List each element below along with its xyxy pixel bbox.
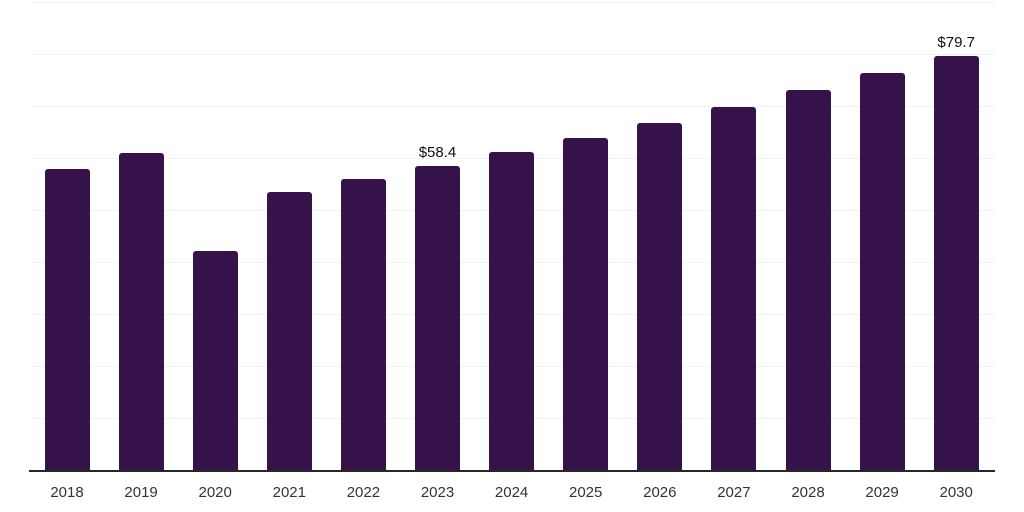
bar-2019 (118, 152, 164, 470)
bar-2022 (340, 178, 386, 470)
x-tick-2029: 2029 (865, 484, 899, 501)
bar-2029 (859, 73, 905, 470)
x-axis-line (29, 470, 995, 472)
x-tick-2026: 2026 (643, 484, 677, 501)
x-tick-2025: 2025 (569, 484, 603, 501)
plot-area (29, 2, 995, 472)
x-tick-2024: 2024 (494, 484, 529, 501)
bar-2027 (711, 107, 757, 470)
x-tick-2018: 2018 (50, 484, 84, 501)
data-label-2023: $58.4 (418, 144, 457, 162)
bar-2030 (933, 55, 979, 470)
x-tick-2022: 2022 (346, 484, 381, 501)
x-tick-2020: 2020 (198, 484, 232, 501)
x-tick-2023: 2023 (420, 484, 455, 501)
bar-2026 (637, 122, 683, 470)
bar-2021 (266, 192, 312, 470)
bar-2023 (415, 166, 460, 470)
gridline-90 (31, 2, 995, 3)
gridline-70 (31, 106, 995, 107)
bar-2020 (192, 251, 238, 470)
bar-2024 (489, 152, 535, 470)
x-tick-2028: 2028 (791, 484, 825, 501)
gridline-80 (31, 54, 995, 55)
x-tick-2027: 2027 (717, 484, 751, 501)
bar-2028 (785, 90, 831, 470)
bar-2025 (563, 137, 609, 470)
x-tick-2030: 2030 (939, 484, 973, 501)
bar-2018 (44, 168, 90, 470)
data-label-2030: $79.7 (937, 33, 975, 51)
x-tick-2021: 2021 (272, 484, 306, 501)
x-tick-2019: 2019 (124, 484, 158, 501)
